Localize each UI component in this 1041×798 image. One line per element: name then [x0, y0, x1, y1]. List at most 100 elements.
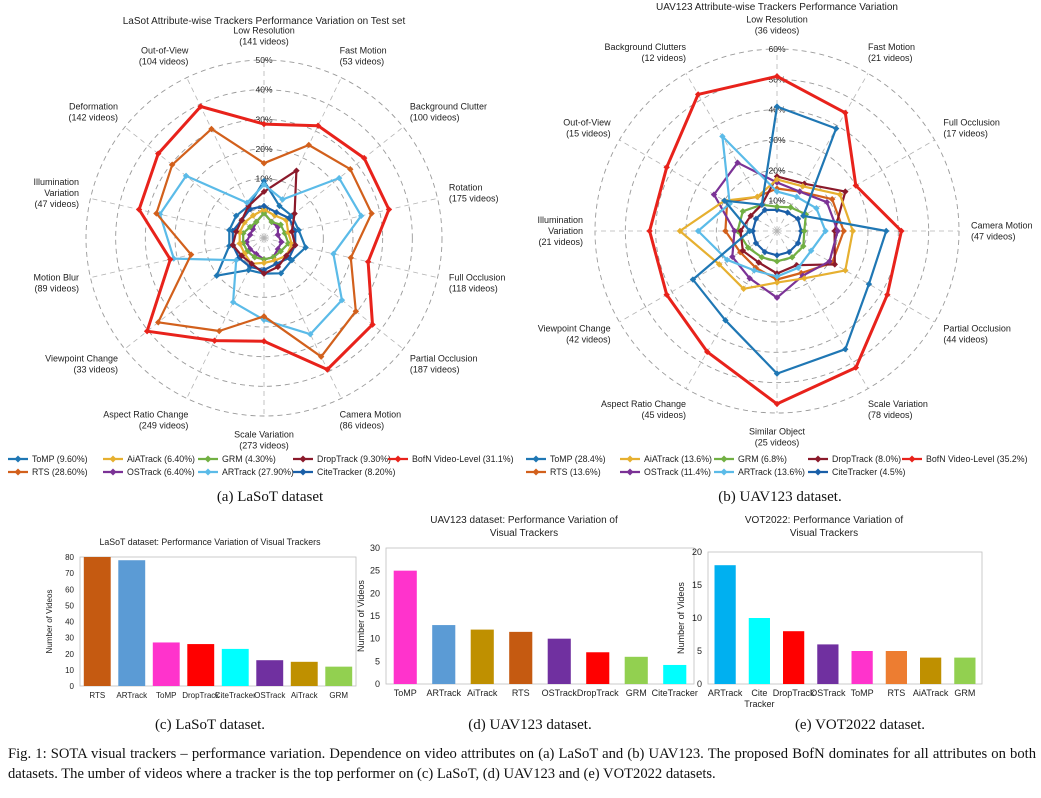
data-point-artrack [807, 247, 815, 254]
data-point-bofn [364, 258, 372, 265]
grid-spoke [776, 230, 869, 389]
data-point-rts [155, 319, 162, 326]
data-point-droptrack [229, 241, 236, 249]
bar-aitrack [470, 629, 494, 684]
ring-tick-label: 50% [768, 74, 785, 84]
legend-marker-ostrack [626, 468, 634, 476]
data-point-rts [168, 161, 176, 168]
data-point-tomp [773, 103, 781, 110]
subcaption-e: (e) VOT2022 dataset. [794, 717, 926, 733]
legend-label-droptrack: DropTrack (9.30%) [317, 454, 391, 464]
bar-tomp [393, 570, 417, 684]
data-point-rts [317, 353, 325, 360]
x-tick-label: RTS [89, 691, 105, 700]
data-point-bofn [324, 366, 331, 373]
data-point-aiatrack [271, 212, 279, 219]
data-point-artrack [773, 188, 781, 195]
axis-label: Scale Variation [868, 399, 928, 409]
legend-label-citetracker: CiteTracker (4.5%) [832, 467, 906, 477]
data-point-ostrack [796, 188, 803, 195]
data-point-rts [305, 141, 312, 149]
data-point-rts [352, 308, 360, 315]
legend-marker-bofn [908, 455, 916, 463]
data-point-artrack [773, 273, 781, 280]
y-tick-label: 0 [375, 679, 380, 689]
data-point-tomp [295, 226, 302, 234]
data-point-rts [260, 313, 268, 320]
bar-grm [624, 656, 648, 684]
y-tick-label: 5 [697, 646, 702, 656]
x-tick-label: AiATrack [913, 688, 949, 698]
bar-citetracker [221, 648, 249, 686]
x-tick-label: AiTrack [467, 688, 498, 698]
data-point-ostrack [799, 272, 806, 279]
uav123-radar-chart: UAV123 Attribute-wise Trackers Performan… [526, 2, 1033, 477]
x-tick-label: RTS [887, 688, 905, 698]
grid-ring [85, 59, 443, 417]
data-point-rts [153, 210, 160, 217]
data-point-tomp [226, 226, 233, 234]
axis-video-count: (273 videos) [239, 441, 289, 451]
axis-video-count: (249 videos) [139, 420, 189, 430]
y-tick-label: 0 [697, 679, 702, 689]
data-point-artrack [260, 181, 268, 188]
legend-marker-artrack [720, 468, 728, 476]
ring-tick-label: 10% [768, 196, 785, 206]
ring-tick-label: 20% [768, 165, 785, 175]
bar-citetracker [663, 664, 687, 684]
series-line-tomp [691, 105, 888, 375]
data-point-bofn [155, 150, 162, 157]
axis-video-count: (86 videos) [340, 420, 385, 430]
axis-label: Illumination [34, 177, 80, 187]
y-tick-label: 60 [65, 585, 74, 594]
y-tick-label: 80 [65, 553, 74, 562]
data-point-artrack [338, 296, 346, 304]
data-point-ostrack [274, 245, 282, 253]
y-axis-label: Number of Videos [676, 582, 686, 654]
bar-rts [509, 631, 533, 684]
bar-ostrack [817, 644, 839, 684]
x-tick-label: ToMP [156, 691, 176, 700]
data-point-bofn [663, 164, 670, 171]
data-point-tomp [800, 212, 807, 220]
data-point-tomp [213, 272, 220, 279]
axis-video-count: (33 videos) [74, 364, 119, 374]
bar-aitrack [290, 661, 318, 686]
chart-title: UAV123 dataset: Performance Variation of [430, 515, 618, 526]
data-point-aiatrack [849, 227, 857, 235]
bar-tomp [152, 642, 180, 686]
bar-droptrack [187, 644, 215, 686]
axis-video-count: (104 videos) [139, 57, 189, 67]
uav123-bar-chart: UAV123 dataset: Performance Variation of… [356, 515, 698, 698]
x-tick-label: OSTrack [810, 688, 846, 698]
data-point-bofn [260, 120, 268, 128]
data-point-artrack [307, 331, 314, 338]
legend-marker-aiatrack [109, 455, 117, 463]
x-tick-label: ARTrack [708, 688, 743, 698]
data-point-artrack [229, 298, 237, 306]
y-tick-label: 20 [65, 650, 74, 659]
axis-video-count: (47 videos) [35, 199, 80, 209]
data-point-citetracker [273, 209, 280, 216]
legend-label-citetracker: CiteTracker (8.20%) [317, 467, 395, 477]
legend-label-ostrack: OSTrack (11.4%) [644, 467, 711, 477]
data-point-artrack [182, 172, 190, 180]
data-point-droptrack [842, 188, 849, 195]
x-tick-label: CiteTracker [215, 691, 256, 700]
y-tick-label: 15 [692, 580, 702, 590]
data-point-bofn [197, 103, 204, 110]
bar-grm [325, 666, 353, 686]
vot2022-bar-chart: VOT2022: Performance Variation of Visual … [676, 515, 983, 709]
data-point-aiatrack [842, 267, 849, 274]
axis-label: Variation [44, 188, 79, 198]
axis-label: Scale Variation [234, 430, 294, 440]
y-tick-label: 10 [65, 666, 74, 675]
axis-label: Full Occlusion [449, 272, 506, 282]
data-point-tomp [832, 125, 840, 132]
data-point-aiatrack [773, 279, 781, 286]
data-point-droptrack [238, 252, 245, 259]
y-tick-label: 10 [692, 613, 702, 623]
x-tick-label: RTS [512, 688, 530, 698]
data-point-artrack [279, 196, 286, 203]
y-tick-label: 30 [65, 634, 74, 643]
